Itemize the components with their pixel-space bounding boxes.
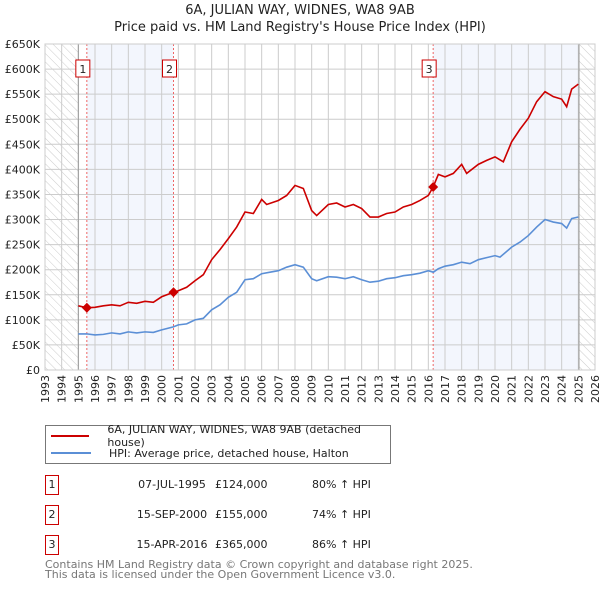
y-tick-label: £0 <box>26 364 40 377</box>
sale-hpi-change: 86% ↑ HPI <box>312 538 371 551</box>
y-tick-label: £600K <box>5 63 41 76</box>
sale-label-box <box>421 59 437 78</box>
x-tick-label: 2018 <box>456 375 469 403</box>
x-tick-label: 2011 <box>339 375 352 403</box>
sale-label-box <box>75 59 91 78</box>
sale-label: 3 <box>426 63 433 76</box>
x-tick-label: 2013 <box>372 375 385 403</box>
legend-label: HPI: Average price, detached house, Halt… <box>109 446 349 460</box>
legend: 6A, JULIAN WAY, WIDNES, WA8 9AB (detache… <box>45 423 391 464</box>
x-tick-label: 2025 <box>572 375 585 403</box>
y-tick-label: £450K <box>5 138 41 151</box>
y-tick-label: £350K <box>5 188 41 201</box>
footer: Contains HM Land Registry data © Crown c… <box>45 558 473 581</box>
legend-item-property: 6A, JULIAN WAY, WIDNES, WA8 9AB (detache… <box>46 423 390 449</box>
sale-label: 1 <box>79 63 86 76</box>
x-tick-label: 1995 <box>72 375 85 403</box>
x-tick-label: 2010 <box>322 375 335 403</box>
x-tick-label: 1994 <box>56 375 69 403</box>
y-tick-label: £300K <box>5 214 41 227</box>
plot-border <box>44 43 596 371</box>
sale-number-badge: 3 <box>45 535 59 555</box>
table-row: 3 15-APR-2016 £365,000 86% ↑ HPI <box>45 535 505 555</box>
x-tick-label: 2007 <box>272 375 285 403</box>
sale-date: 15-APR-2016 <box>136 538 208 551</box>
sale-label-box <box>162 59 177 78</box>
hpi-series-line <box>78 216 579 336</box>
x-tick-label: 1993 <box>39 375 52 403</box>
sale-label: 2 <box>166 63 173 76</box>
x-tick-label: 2019 <box>472 375 485 403</box>
x-tick-label: 2002 <box>189 375 202 403</box>
y-tick-label: £150K <box>5 289 41 302</box>
x-tick-label: 2001 <box>172 375 185 403</box>
shaded-band <box>86 44 174 370</box>
x-tick-label: 1997 <box>106 375 119 403</box>
y-tick-label: £250K <box>5 239 41 252</box>
x-tick-label: 2008 <box>289 375 302 403</box>
sale-point <box>81 302 92 313</box>
table-row: 2 15-SEP-2000 £155,000 74% ↑ HPI <box>45 505 505 525</box>
hatched-region <box>579 44 595 370</box>
shaded-band <box>433 44 579 370</box>
x-tick-label: 2016 <box>422 375 435 403</box>
x-tick-label: 2024 <box>556 375 569 403</box>
footer-licence: This data is licensed under the Open Gov… <box>45 568 396 581</box>
y-tick-label: £500K <box>5 113 41 126</box>
x-tick-label: 2012 <box>356 375 369 403</box>
x-tick-label: 2003 <box>206 375 219 403</box>
footer-copyright: Contains HM Land Registry data © Crown c… <box>45 558 473 571</box>
sale-price: £124,000 <box>215 478 268 491</box>
sale-date: 15-SEP-2000 <box>136 508 208 521</box>
x-tick-label: 1999 <box>139 375 152 403</box>
sale-number-badge: 2 <box>45 505 59 525</box>
x-tick-label: 2014 <box>389 375 402 403</box>
sale-point <box>428 181 439 192</box>
blue-line-swatch <box>51 452 91 454</box>
legend-item-hpi: HPI: Average price, detached house, Halt… <box>46 445 349 461</box>
table-row: 1 07-JUL-1995 £124,000 80% ↑ HPI <box>45 475 505 495</box>
x-tick-label: 2005 <box>239 375 252 403</box>
x-tick-label: 2026 <box>589 375 600 403</box>
sale-price: £365,000 <box>215 538 268 551</box>
legend-label: 6A, JULIAN WAY, WIDNES, WA8 9AB (detache… <box>107 423 361 449</box>
x-tick-label: 2004 <box>222 375 235 403</box>
y-tick-label: £50K <box>12 339 41 352</box>
x-tick-label: 2006 <box>256 375 269 403</box>
x-tick-label: 1996 <box>89 375 102 403</box>
sale-hpi-change: 80% ↑ HPI <box>312 478 371 491</box>
x-tick-label: 2023 <box>539 375 552 403</box>
x-tick-label: 2020 <box>489 375 502 403</box>
x-tick-label: 2000 <box>156 375 169 403</box>
chart-title: 6A, JULIAN WAY, WIDNES, WA8 9AB <box>185 3 415 18</box>
property-series-line <box>78 83 579 309</box>
x-tick-label: 2009 <box>306 375 319 403</box>
sale-date: 07-JUL-1995 <box>138 478 206 491</box>
y-tick-label: £400K <box>5 163 41 176</box>
sale-number-badge: 1 <box>45 475 59 495</box>
x-tick-label: 2022 <box>522 375 535 403</box>
sale-hpi-change: 74% ↑ HPI <box>312 508 371 521</box>
y-tick-label: £200K <box>5 264 41 277</box>
x-tick-label: 2021 <box>506 375 519 403</box>
x-tick-label: 2017 <box>439 375 452 403</box>
chart-subtitle: Price paid vs. HM Land Registry's House … <box>114 20 486 35</box>
y-tick-label: £100K <box>5 314 41 327</box>
x-tick-label: 1998 <box>122 375 135 403</box>
sale-price: £155,000 <box>215 508 268 521</box>
price-chart: 1993 1994 1995 1996 1997 1998 1999 2000 2001 2002… <box>5 38 600 403</box>
x-tick-label: 2015 <box>406 375 419 403</box>
y-tick-label: £550K <box>5 88 41 101</box>
red-line-swatch <box>51 435 90 437</box>
sale-point <box>168 287 179 298</box>
y-tick-label: £650K <box>5 38 41 51</box>
